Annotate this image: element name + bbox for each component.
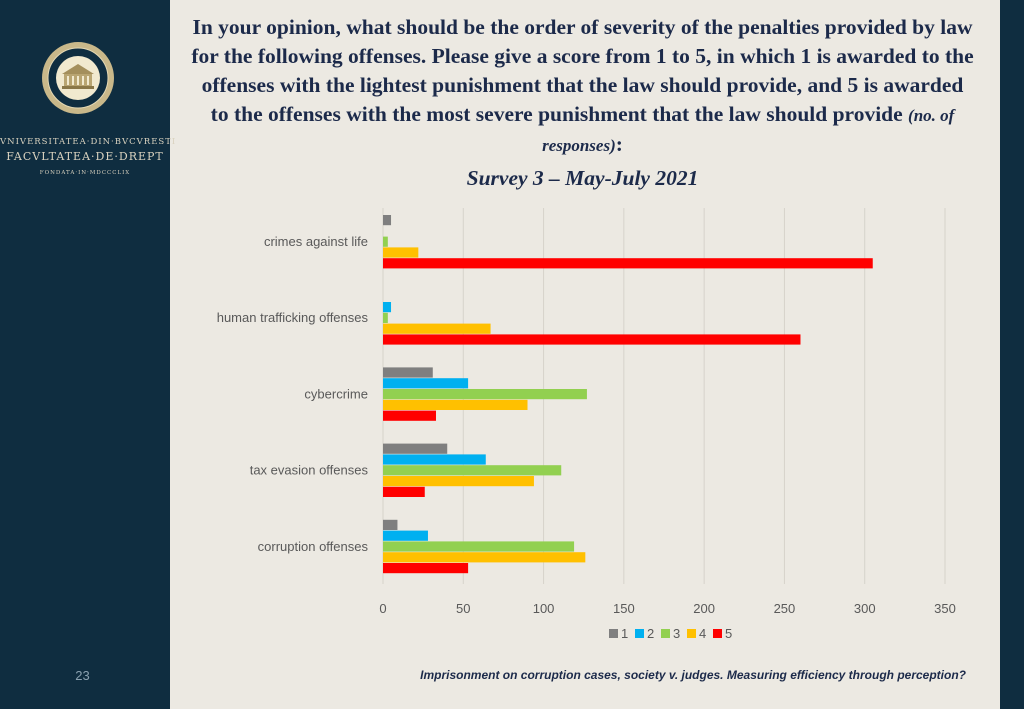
slide-title: In your opinion, what should be the orde… (190, 13, 975, 160)
bar-series-2 (383, 378, 469, 389)
bar-series-2 (383, 454, 486, 465)
category-label: crimes against life (264, 234, 368, 249)
bar-series-5 (383, 486, 425, 497)
legend-label: 1 (621, 626, 628, 641)
x-tick-label: 50 (456, 601, 470, 616)
bar-series-2 (383, 302, 392, 313)
x-tick-label: 200 (693, 601, 715, 616)
bar-series-3 (383, 389, 587, 400)
legend-swatch (635, 629, 644, 638)
bar-series-5 (383, 563, 469, 574)
category-label: tax evasion offenses (250, 463, 369, 478)
bar-series-5 (383, 334, 801, 345)
title-question: In your opinion, what should be the orde… (191, 15, 974, 126)
bar-series-4 (383, 247, 419, 258)
x-tick-label: 300 (854, 601, 876, 616)
bar-series-4 (383, 552, 586, 563)
legend-swatch (609, 629, 618, 638)
legend-label: 4 (699, 626, 706, 641)
legend-label: 5 (725, 626, 732, 641)
faculty-name: FACVLTATEA·DE·DREPT (6, 150, 164, 163)
university-seal-logo (42, 42, 114, 114)
right-border-strip (1000, 0, 1024, 709)
bar-series-2 (383, 530, 428, 541)
x-tick-label: 350 (934, 601, 956, 616)
legend-swatch (687, 629, 696, 638)
category-label: human trafficking offenses (217, 310, 369, 325)
x-tick-label: 150 (613, 601, 635, 616)
severity-bar-chart: 0 50 100 150 200 250 300 350 crimes against life… (217, 208, 956, 641)
bar-series-3 (383, 465, 562, 476)
sidebar: VNIVERSITATEA·DIN·BVCVRESTI FACVLTATEA·D… (0, 0, 177, 709)
bar-series-3 (383, 236, 388, 247)
bar-series-5 (383, 258, 873, 269)
x-tick-label: 0 (379, 601, 386, 616)
footer-caption: Imprisonment on corruption cases, societ… (420, 668, 966, 682)
x-tick-label: 250 (774, 601, 796, 616)
page-number: 23 (75, 668, 90, 683)
bar-series-1 (383, 367, 433, 378)
category-label: cybercrime (304, 386, 368, 401)
legend-swatch (661, 629, 670, 638)
category-label: corruption offenses (258, 539, 369, 554)
bar-series-4 (383, 323, 491, 334)
legend-label: 3 (673, 626, 680, 641)
bar-series-1 (383, 215, 392, 226)
bar-series-5 (383, 410, 436, 421)
founded-text: FONDATA·IN·MDCCCLIX (39, 170, 131, 176)
legend-swatch (713, 629, 722, 638)
title-colon: : (615, 132, 623, 156)
bar-series-1 (383, 443, 448, 454)
survey-subtitle: Survey 3 – May-July 2021 (466, 166, 699, 190)
title-note: (no. of responses) (542, 106, 955, 155)
x-tick-label: 100 (533, 601, 555, 616)
bar-series-1 (383, 519, 398, 530)
bar-series-4 (383, 399, 528, 410)
bar-series-3 (383, 541, 575, 552)
university-name: VNIVERSITATEA·DIN·BVCVRESTI (0, 137, 177, 147)
legend-label: 2 (647, 626, 654, 641)
bar-series-3 (383, 312, 388, 323)
bar-series-4 (383, 476, 534, 487)
